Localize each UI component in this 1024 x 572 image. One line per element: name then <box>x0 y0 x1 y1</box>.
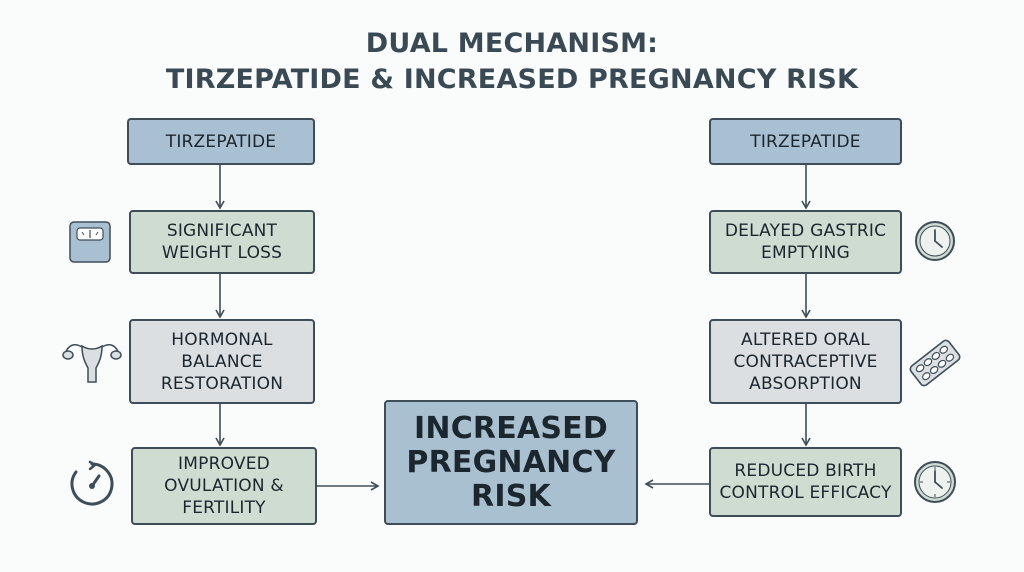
left-weight-loss-box: SIGNIFICANT WEIGHT LOSS <box>129 210 315 274</box>
right-tirzepatide-label: TIRZEPATIDE <box>750 131 861 152</box>
right-contraceptive-absorption-box: ALTERED ORAL CONTRACEPTIVE ABSORPTION <box>709 319 902 404</box>
right-tirzepatide-box: TIRZEPATIDE <box>709 118 902 165</box>
right-birth-control-label: REDUCED BIRTH CONTROL EFFICACY <box>719 461 892 503</box>
left-tirzepatide-label: TIRZEPATIDE <box>165 131 277 152</box>
left-hormonal-balance-box: HORMONAL BALANCE RESTORATION <box>129 319 315 404</box>
clock-icon <box>915 221 955 261</box>
diagram-title-line2: TIRZEPATIDE & INCREASED PREGNANCY RISK <box>165 64 859 95</box>
left-ovulation-box: IMPROVED OVULATION & FERTILITY <box>131 447 317 525</box>
right-gastric-emptying-box: DELAYED GASTRIC EMPTYING <box>709 210 902 274</box>
left-tirzepatide-box: TIRZEPATIDE <box>127 118 315 165</box>
scale-icon <box>69 221 111 263</box>
right-birth-control-box: REDUCED BIRTH CONTROL EFFICACY <box>709 447 902 517</box>
uterus-icon <box>62 344 122 383</box>
pill-pack-icon <box>909 339 961 387</box>
diagram-title-line1: DUAL MECHANISM: <box>365 28 659 59</box>
left-hormonal-balance-label: HORMONAL BALANCE RESTORATION <box>160 329 284 394</box>
right-contraceptive-absorption-label: ALTERED ORAL CONTRACEPTIVE ABSORPTION <box>733 329 878 394</box>
outcome-label: INCREASED PREGNANCY RISK <box>406 410 616 514</box>
right-gastric-emptying-label: DELAYED GASTRIC EMPTYING <box>724 221 887 263</box>
outcome-box: INCREASED PREGNANCY RISK <box>384 400 638 525</box>
left-ovulation-label: IMPROVED OVULATION & FERTILITY <box>164 454 284 518</box>
cycle-gauge-icon <box>70 460 114 506</box>
left-weight-loss-label: SIGNIFICANT WEIGHT LOSS <box>161 221 283 263</box>
clock-icon-2 <box>914 461 956 503</box>
